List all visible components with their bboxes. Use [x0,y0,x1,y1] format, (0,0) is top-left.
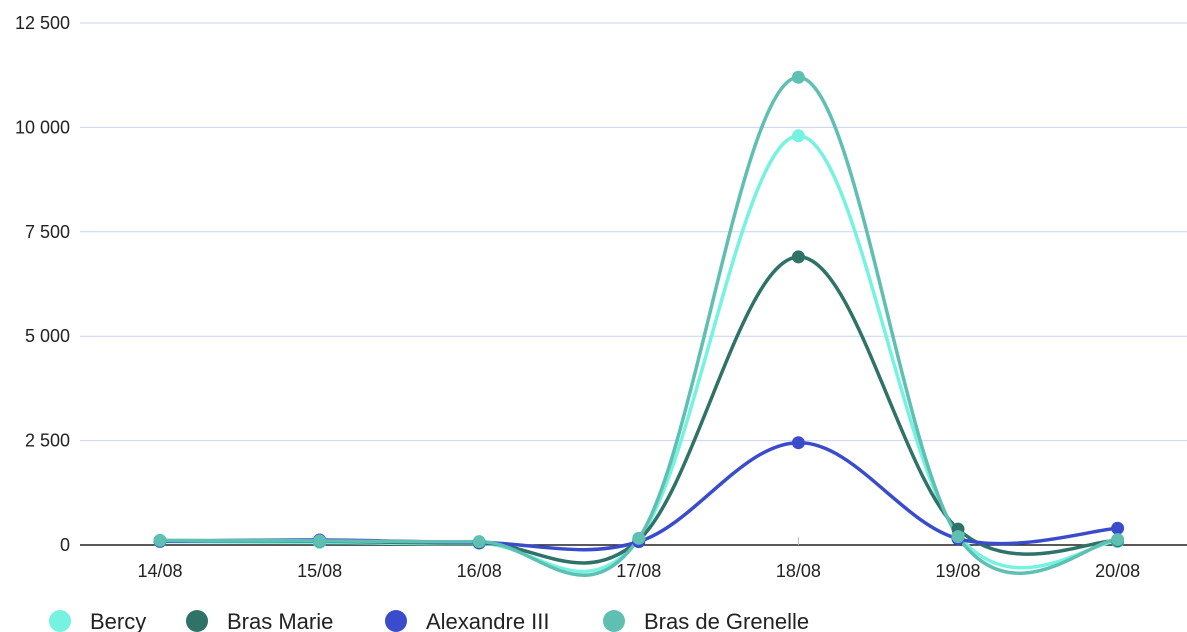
series-lines [153,70,1125,577]
y-tick-label: 12 500 [15,13,70,33]
data-point [791,250,805,264]
x-tick-label: 15/08 [297,561,342,581]
y-tick-label: 0 [60,535,70,555]
y-axis: 0 2 500 5 000 7 500 10 000 12 500 [15,13,70,555]
series-bras-de-grenelle [159,75,1118,577]
series-line [159,255,1118,565]
x-tick-label: 18/08 [776,561,821,581]
legend-label: Bercy [90,609,146,632]
y-tick-label: 10 000 [15,117,70,137]
y-tick-label: 5 000 [25,326,70,346]
legend-label: Alexandre III [426,609,550,632]
series-line [159,75,1118,577]
legend-item: Alexandre III [385,609,550,632]
x-tick-label: 17/08 [616,561,661,581]
x-tick-label: 19/08 [935,561,980,581]
x-tick-label: 20/08 [1095,561,1140,581]
data-point [951,530,965,544]
legend: Bercy Bras Marie Alexandre III Bras de Gren… [49,609,809,632]
legend-marker [603,610,625,632]
data-point [1111,521,1125,535]
data-point [791,129,805,143]
data-point [632,531,646,545]
series-points-bras-de-grenelle [153,70,1125,549]
legend-item: Bras Marie [186,609,333,632]
legend-item: Bercy [49,609,146,632]
legend-marker [49,610,71,632]
y-tick-label: 2 500 [25,431,70,451]
series-points-bras-marie [153,250,1125,550]
data-point [791,70,805,84]
grid-lines [80,22,1187,442]
data-point [791,436,805,450]
data-point [472,535,486,549]
legend-label: Bras de Grenelle [644,609,809,632]
x-tick-label: 14/08 [137,561,182,581]
y-tick-label: 7 500 [25,222,70,242]
data-point [313,534,327,548]
series-line [159,134,1118,574]
data-point [153,533,167,547]
legend-marker [186,610,208,632]
x-tick-label: 16/08 [457,561,502,581]
series-bercy [159,134,1118,574]
series-points-bercy [153,129,1125,550]
series-bras-marie [159,255,1118,565]
legend-item: Bras de Grenelle [603,609,809,632]
legend-label: Bras Marie [227,609,333,632]
legend-marker [385,610,407,632]
data-point [1111,533,1125,547]
